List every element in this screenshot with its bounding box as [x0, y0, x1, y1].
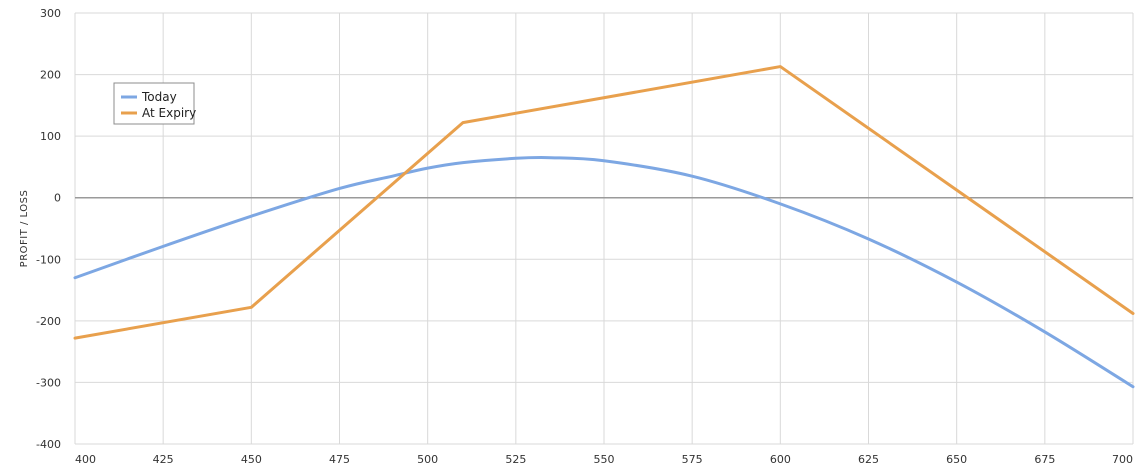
y-axis-ticks: 300 200 100 0 -100 -200 -300 -400	[36, 7, 61, 451]
x-gridlines	[74, 13, 1134, 444]
x-tick-label: 675	[1034, 453, 1055, 466]
y-tick-label: 300	[40, 7, 61, 20]
x-tick-label: 575	[682, 453, 703, 466]
x-tick-label: 475	[329, 453, 350, 466]
y-tick-label: -300	[36, 376, 61, 389]
x-tick-label: 500	[417, 453, 438, 466]
x-tick-label: 600	[770, 453, 791, 466]
legend-entry: At Expiry	[142, 106, 196, 120]
x-tick-label: 425	[153, 453, 174, 466]
legend: Today At Expiry	[113, 82, 196, 125]
y-tick-label: 200	[40, 69, 61, 82]
x-tick-label: 625	[858, 453, 879, 466]
x-tick-label: 525	[505, 453, 526, 466]
y-axis-label: PROFIT / LOSS	[19, 190, 30, 268]
y-tick-label: 0	[54, 192, 61, 205]
series-line-today	[73, 155, 1135, 389]
y-tick-label: 100	[40, 130, 61, 143]
series-lines	[73, 65, 1135, 389]
legend-box	[113, 82, 195, 125]
x-axis-ticks: 400 425 450 475 500 525 550 575 600 625 650 675 700	[75, 453, 1133, 466]
x-tick-label: 650	[946, 453, 967, 466]
x-tick-label: 550	[594, 453, 615, 466]
x-tick-label: 700	[1112, 453, 1133, 466]
x-tick-label: 450	[241, 453, 262, 466]
series-line-at-expiry	[73, 65, 1135, 340]
y-tick-label: -200	[36, 315, 61, 328]
y-tick-label: -100	[36, 253, 61, 266]
x-tick-label: 400	[75, 453, 96, 466]
y-tick-label: -400	[36, 438, 61, 451]
legend-entry: Today	[141, 90, 177, 104]
